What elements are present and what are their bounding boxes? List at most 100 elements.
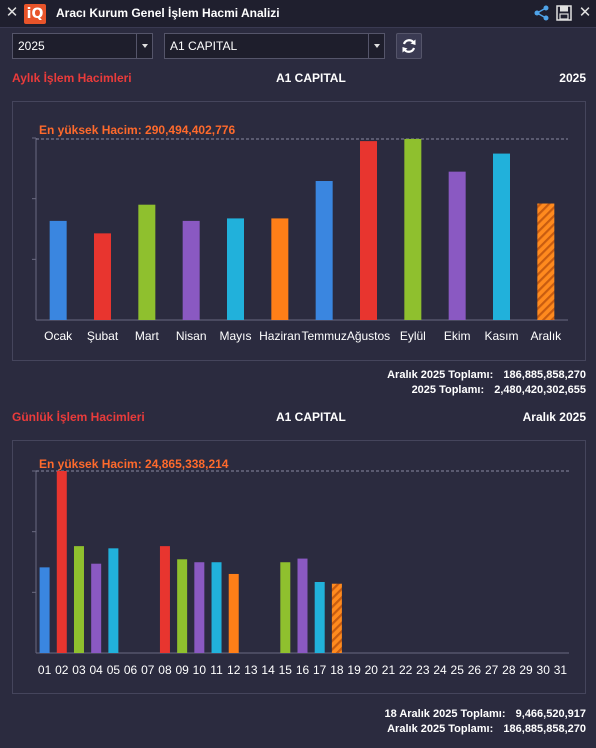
daily-x-label: 25 bbox=[451, 663, 465, 677]
daily-bar-03[interactable] bbox=[73, 546, 84, 653]
daily-x-label: 06 bbox=[124, 663, 138, 677]
monthly-section-title: Aylık İşlem Hacimleri bbox=[12, 71, 132, 85]
monthly-bar-Aralık[interactable] bbox=[537, 203, 555, 320]
app-logo: iQ bbox=[24, 4, 46, 24]
year-select-value: 2025 bbox=[18, 39, 45, 53]
close-icon[interactable]: ✕ bbox=[5, 4, 19, 21]
monthly-chart: En yüksek Hacim: 290,494,402,776 Ocak Şub… bbox=[32, 123, 568, 343]
daily-x-label: 19 bbox=[347, 663, 361, 677]
daily-total-day-label: 18 Aralık 2025 Toplamı: bbox=[384, 708, 506, 720]
monthly-x-label: Mayıs bbox=[219, 329, 251, 343]
monthly-bar-Mart[interactable] bbox=[138, 204, 156, 320]
monthly-x-label: Ağustos bbox=[347, 329, 390, 343]
daily-x-label: 23 bbox=[416, 663, 430, 677]
daily-section-title: Günlük İşlem Hacimleri bbox=[12, 410, 145, 424]
daily-x-label: 16 bbox=[296, 663, 310, 677]
daily-x-label: 24 bbox=[433, 663, 447, 677]
daily-period-label: Aralık 2025 bbox=[522, 410, 586, 424]
monthly-bar-Ağustos[interactable] bbox=[360, 141, 377, 320]
daily-x-label: 11 bbox=[210, 663, 223, 677]
monthly-period-label: 2025 bbox=[559, 71, 586, 85]
daily-x-label: 30 bbox=[537, 663, 551, 677]
monthly-bar-Mayıs[interactable] bbox=[227, 218, 244, 320]
daily-x-label: 22 bbox=[399, 663, 413, 677]
chevron-down-icon[interactable] bbox=[368, 34, 384, 58]
daily-x-label: 02 bbox=[55, 663, 69, 677]
daily-x-label: 03 bbox=[72, 663, 86, 677]
monthly-bar-Eylül[interactable] bbox=[404, 138, 422, 320]
daily-chart-panel: En yüksek Hacim: 24,865,338,214 01 02 03 04… bbox=[12, 440, 586, 694]
daily-bar-10[interactable] bbox=[194, 562, 205, 653]
daily-bar-01[interactable] bbox=[39, 567, 50, 653]
daily-bar-05[interactable] bbox=[108, 548, 119, 653]
monthly-x-label: Haziran bbox=[259, 329, 300, 343]
monthly-bar-Ekim[interactable] bbox=[448, 171, 466, 320]
daily-total-day-value: 9,466,520,917 bbox=[515, 708, 586, 720]
monthly-total-month-label: Aralık 2025 Toplamı: bbox=[387, 369, 494, 381]
monthly-chart-panel: En yüksek Hacim: 290,494,402,776 Ocak Şub… bbox=[12, 101, 586, 361]
daily-x-label: 29 bbox=[519, 663, 533, 677]
year-select[interactable]: 2025 bbox=[12, 33, 153, 59]
share-icon[interactable] bbox=[533, 4, 551, 22]
refresh-icon bbox=[402, 39, 416, 53]
monthly-bar-Temmuz[interactable] bbox=[315, 181, 333, 320]
daily-x-label: 10 bbox=[193, 663, 207, 677]
broker-select-value: A1 CAPITAL bbox=[170, 39, 238, 53]
chevron-down-icon[interactable] bbox=[136, 34, 152, 58]
monthly-bar-Ocak[interactable] bbox=[49, 220, 67, 320]
monthly-bar-Nisan[interactable] bbox=[182, 220, 200, 320]
monthly-x-label: Mart bbox=[135, 329, 160, 343]
daily-broker-label: A1 CAPITAL bbox=[276, 410, 346, 424]
daily-x-label: 14 bbox=[261, 663, 275, 677]
monthly-bar-Haziran[interactable] bbox=[271, 218, 289, 320]
monthly-max-label: En yüksek Hacim: 290,494,402,776 bbox=[39, 123, 235, 137]
monthly-x-label: Kasım bbox=[484, 329, 518, 343]
daily-x-label: 13 bbox=[244, 663, 258, 677]
daily-x-label: 04 bbox=[89, 663, 103, 677]
daily-x-label: 07 bbox=[141, 663, 155, 677]
window-title: Aracı Kurum Genel İşlem Hacmi Analizi bbox=[56, 6, 280, 20]
daily-bar-16[interactable] bbox=[297, 558, 308, 653]
daily-totals: 18 Aralık 2025 Toplamı: 9,466,520,917 Ar… bbox=[384, 707, 586, 737]
daily-x-label: 12 bbox=[227, 663, 241, 677]
daily-bar-09[interactable] bbox=[177, 559, 188, 653]
daily-bar-11[interactable] bbox=[211, 562, 222, 653]
monthly-bar-Şubat[interactable] bbox=[94, 233, 111, 320]
monthly-x-label: Nisan bbox=[176, 329, 207, 343]
daily-x-label: 09 bbox=[175, 663, 189, 677]
save-icon[interactable] bbox=[555, 4, 573, 22]
daily-bar-15[interactable] bbox=[280, 562, 291, 653]
daily-x-label: 26 bbox=[468, 663, 482, 677]
daily-x-label: 20 bbox=[365, 663, 379, 677]
daily-x-label: 27 bbox=[485, 663, 499, 677]
daily-x-label: 18 bbox=[330, 663, 344, 677]
daily-x-label: 08 bbox=[158, 663, 172, 677]
daily-total-month-label: Aralık 2025 Toplamı: bbox=[387, 723, 494, 735]
monthly-x-label: Aralık bbox=[530, 329, 562, 343]
refresh-button[interactable] bbox=[396, 33, 422, 59]
daily-x-label: 05 bbox=[107, 663, 121, 677]
daily-total-month-value: 186,885,858,270 bbox=[503, 723, 586, 735]
monthly-bar-Kasım[interactable] bbox=[493, 153, 510, 320]
daily-max-label: En yüksek Hacim: 24,865,338,214 bbox=[39, 457, 229, 471]
daily-bar-18[interactable] bbox=[331, 583, 342, 653]
daily-bar-04[interactable] bbox=[91, 563, 102, 653]
monthly-totals: Aralık 2025 Toplamı: 186,885,858,270 202… bbox=[387, 368, 586, 398]
close-window-icon[interactable]: ✕ bbox=[578, 4, 592, 21]
broker-select[interactable]: A1 CAPITAL bbox=[164, 33, 385, 59]
daily-bar-02[interactable] bbox=[56, 471, 67, 653]
daily-x-label: 01 bbox=[38, 663, 52, 677]
monthly-total-year-label: 2025 Toplamı: bbox=[411, 384, 485, 396]
daily-x-label: 21 bbox=[382, 663, 396, 677]
monthly-x-label: Ekim bbox=[444, 329, 471, 343]
title-bar: ✕ iQ Aracı Kurum Genel İşlem Hacmi Anali… bbox=[0, 0, 596, 28]
daily-chart: En yüksek Hacim: 24,865,338,214 01 02 03 04… bbox=[32, 457, 569, 677]
daily-bar-12[interactable] bbox=[228, 573, 239, 653]
monthly-broker-label: A1 CAPITAL bbox=[276, 71, 346, 85]
monthly-total-month-value: 186,885,858,270 bbox=[503, 369, 586, 381]
monthly-x-label: Şubat bbox=[87, 329, 119, 343]
daily-x-label: 31 bbox=[554, 663, 568, 677]
daily-bar-17[interactable] bbox=[314, 582, 325, 653]
daily-x-label: 28 bbox=[502, 663, 516, 677]
daily-bar-08[interactable] bbox=[159, 546, 170, 653]
